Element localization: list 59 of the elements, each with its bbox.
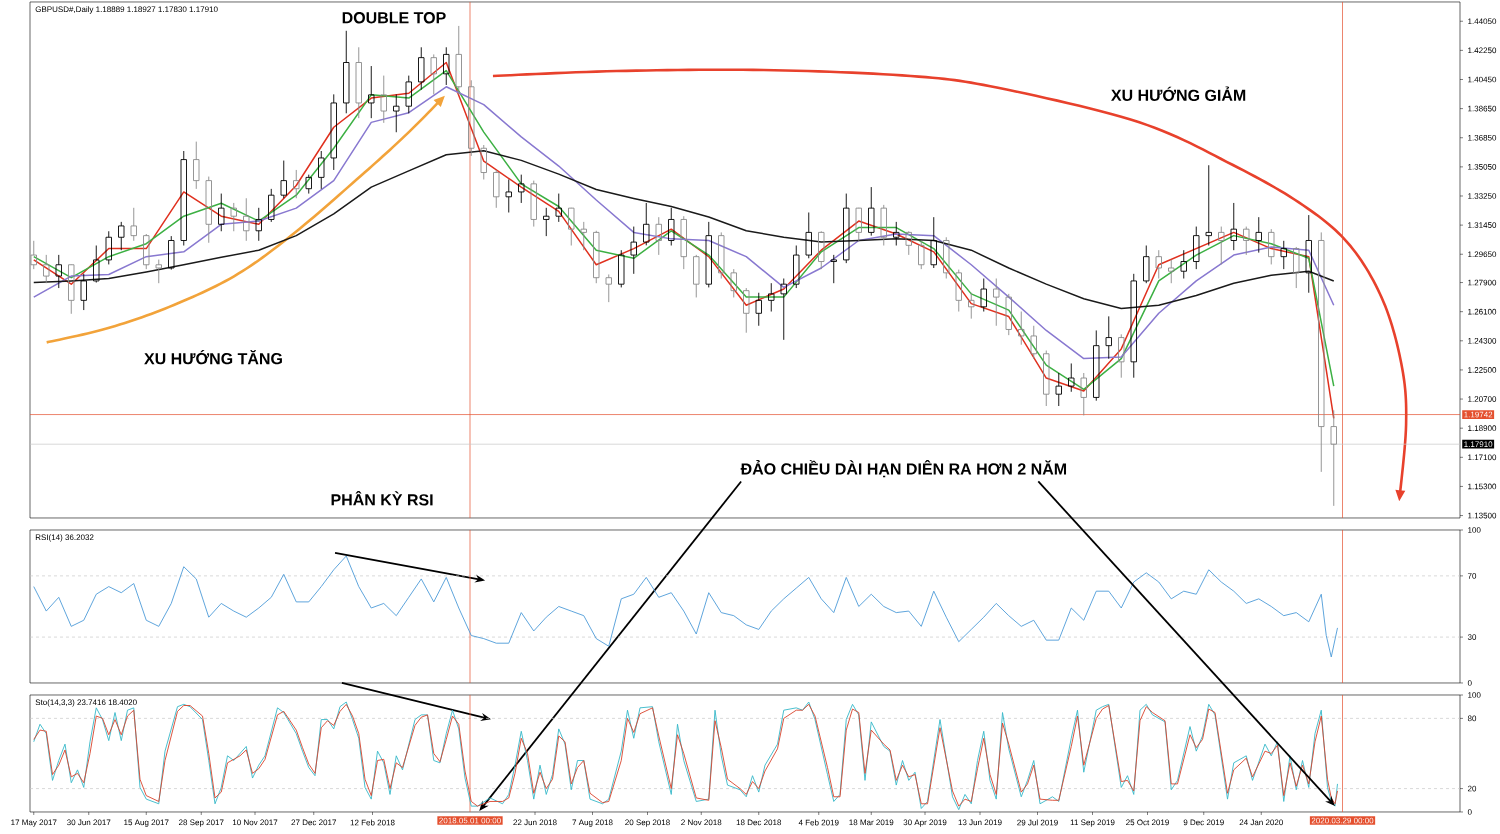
x-tick-label: 18 Dec 2018: [736, 819, 782, 826]
y-tick-label: 70: [1467, 573, 1477, 579]
x-tick-label: 17 May 2017: [11, 819, 57, 827]
x-tick-label: 30 Apr 2019: [903, 819, 947, 827]
x-tick-label: 11 Sep 2019: [1070, 819, 1115, 827]
x-tick-label: 12 Feb 2018: [350, 819, 395, 826]
y-tick-label: 1.26100: [1468, 308, 1497, 315]
ref-line-label: 1.19742: [1464, 411, 1493, 418]
y-tick-label: 1.22500: [1468, 367, 1497, 373]
annotation: XU HƯỚNG TĂNG: [144, 349, 282, 365]
y-tick-label: 1.42250: [1468, 47, 1497, 54]
y-tick-label: 1.15300: [1468, 483, 1497, 490]
y-tick-label: 1.36850: [1468, 134, 1497, 141]
y-tick-label: 1.29650: [1468, 251, 1497, 258]
x-tick-label: 4 Feb 2019: [798, 819, 839, 826]
y-tick-label: 1.44050: [1468, 18, 1497, 25]
y-tick-label: 30: [1467, 634, 1477, 640]
y-tick-label: 0: [1467, 809, 1472, 815]
ref-line-label: 1.17910: [1464, 441, 1493, 448]
chart-title: RSI(14) 36.2032: [35, 534, 94, 542]
x-tick-label: 28 Sep 2017: [178, 819, 224, 827]
y-tick-label: 1.35050: [1468, 164, 1497, 170]
x-tick-label: 10 Nov 2017: [232, 819, 278, 826]
x-tick-label: 29 Jul 2019: [1017, 819, 1058, 826]
annotation: XU HƯỚNG GIẢM: [1111, 86, 1246, 101]
y-tick-label: 1.33250: [1468, 193, 1497, 199]
y-tick-label: 1.27900: [1468, 279, 1497, 286]
chart-title: GBPUSD#,Daily 1.18889 1.18927 1.17830 1.17910: [35, 6, 218, 14]
y-tick-label: 1.38650: [1468, 105, 1497, 112]
chart-title: Sto(14,3,3) 23.7416 18.4020: [35, 699, 137, 707]
x-tick-label: 18 Mar 2019: [849, 819, 894, 826]
y-tick-label: 1.31450: [1468, 222, 1497, 228]
y-tick-label: 1.13500: [1468, 512, 1497, 519]
y-tick-label: 1.40450: [1468, 76, 1497, 83]
x-tick-label: 24 Jan 2020: [1239, 819, 1283, 826]
x-tick-label: 27 Dec 2017: [291, 819, 337, 826]
y-tick-label: 1.24300: [1468, 337, 1497, 344]
x-tick-label: 25 Oct 2019: [1126, 819, 1169, 826]
y-tick-label: 0: [1467, 680, 1472, 686]
y-tick-label: 100: [1468, 692, 1481, 698]
x-tick-label: 22 Jun 2018: [513, 819, 557, 826]
x-tick-label: 7 Aug 2018: [572, 819, 613, 827]
x-tick-label: 30 Jun 2017: [67, 819, 111, 826]
y-tick-label: 1.17100: [1468, 454, 1497, 461]
ref-line-label: 2018.05.01 00:00: [439, 817, 501, 824]
y-tick-label: 20: [1467, 785, 1477, 792]
y-tick-label: 1.18900: [1468, 425, 1497, 432]
x-tick-label: 2 Nov 2018: [681, 819, 722, 826]
annotation: PHÂN KỲ RSI: [331, 491, 433, 506]
y-tick-label: 1.20700: [1468, 396, 1497, 402]
x-tick-label: 9 Dec 2019: [1183, 819, 1224, 826]
annotation: ĐẢO CHIỀU DÀI HẠN DIÊN RA HƠN 2 NĂM: [740, 460, 1067, 478]
x-tick-label: 13 Jun 2019: [958, 819, 1002, 826]
y-tick-label: 100: [1468, 527, 1481, 533]
x-tick-label: 20 Sep 2018: [625, 819, 670, 827]
annotation: DOUBLE TOP: [342, 12, 446, 24]
ref-line-label: 2020.03.29 00:00: [1311, 817, 1374, 824]
x-tick-label: 15 Aug 2017: [124, 819, 169, 827]
y-tick-label: 80: [1467, 715, 1477, 722]
